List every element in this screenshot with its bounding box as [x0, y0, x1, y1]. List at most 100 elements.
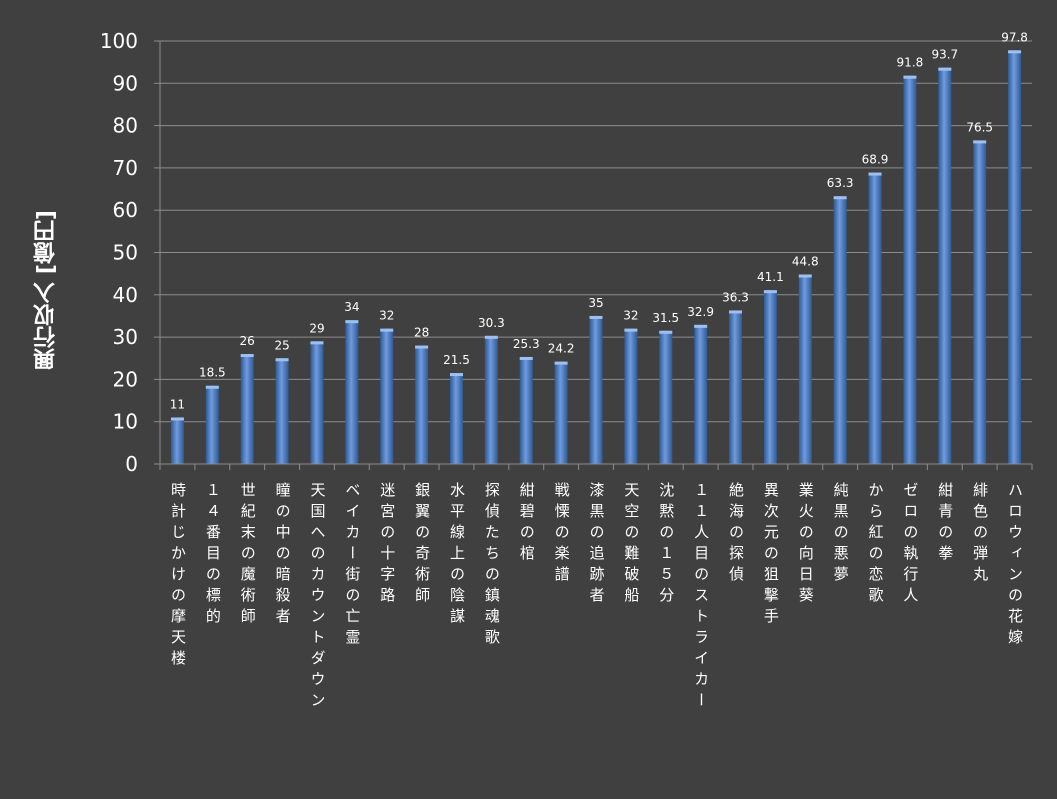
x-tick-label: 迷宮の十字路 [370, 482, 404, 608]
bar-top [205, 385, 219, 389]
bar [833, 196, 847, 464]
x-tick-label-text: 天国へのカウントダウン [308, 482, 327, 713]
bar-top [868, 172, 882, 176]
x-tick-label-text: 絶海の探偵 [727, 482, 746, 587]
y-tick-label: 20 [113, 367, 138, 391]
x-tick-label-text: ゼロの執行人 [901, 482, 920, 608]
x-tick-label: ゼロの執行人 [893, 482, 927, 608]
x-tick-label-text: ベイカー街の亡霊 [343, 482, 362, 650]
x-tick-label: 紺青の拳 [928, 482, 962, 566]
data-label: 35 [588, 296, 603, 310]
x-tick-label-text: ハロウィンの花嫁 [1006, 482, 1025, 650]
data-label: 32 [379, 309, 394, 323]
bar-top [833, 196, 847, 200]
data-label: 41.1 [757, 270, 784, 284]
y-tick-label: 0 [125, 452, 138, 476]
data-label: 36.3 [722, 290, 749, 304]
x-tick-label: 時計じかけの摩天楼 [160, 482, 194, 671]
bar [938, 67, 952, 465]
bar [903, 75, 917, 464]
x-tick-label: 探偵たちの鎮魂歌 [474, 482, 508, 650]
bar-top [694, 324, 708, 328]
bar-top [973, 140, 987, 144]
data-label: 44.8 [792, 254, 819, 268]
x-tick-label-text: から紅の恋歌 [866, 482, 885, 608]
data-label: 21.5 [443, 353, 470, 367]
x-tick-label-text: 迷宮の十字路 [378, 482, 397, 608]
x-tick-label-text: 探偵たちの鎮魂歌 [482, 482, 501, 650]
x-tick-label: １１人目のストライカー [684, 482, 718, 713]
x-tick-label: １４番目の標的 [195, 482, 229, 629]
x-tick-label-text: 業火の向日葵 [796, 482, 815, 608]
bar-top [903, 75, 917, 79]
x-tick-label-text: 時計じかけの摩天楼 [168, 482, 187, 671]
data-label: 63.3 [827, 176, 854, 190]
x-tick-label: 異次元の狙撃手 [753, 482, 787, 629]
x-tick-label: 天空の難破船 [614, 482, 648, 608]
data-label: 68.9 [862, 153, 889, 167]
y-tick-label: 60 [113, 198, 138, 222]
bar-top [763, 290, 777, 294]
data-label: 18.5 [199, 366, 226, 380]
bar [170, 417, 184, 464]
bar-top [415, 345, 429, 349]
bar-top [798, 274, 812, 278]
x-tick-label-text: 天空の難破船 [622, 482, 641, 608]
x-tick-label: 天国へのカウントダウン [300, 482, 334, 713]
x-tick-label-text: 純黒の悪夢 [831, 482, 850, 587]
bar-top [659, 330, 673, 334]
bar-top [519, 356, 533, 360]
bar [798, 274, 812, 464]
x-tick-label-text: 瞳の中の暗殺者 [273, 482, 292, 629]
x-tick-label-text: 紺碧の棺 [517, 482, 536, 566]
data-label: 29 [309, 321, 324, 335]
bar [729, 310, 743, 464]
bar [449, 373, 463, 464]
bar [310, 341, 324, 464]
y-tick-label: 70 [113, 156, 138, 180]
data-label: 31.5 [652, 311, 679, 325]
x-tick-label: 戦慄の楽譜 [544, 482, 578, 587]
bar-top [1008, 50, 1022, 54]
y-tick-label: 10 [113, 410, 138, 434]
bar [868, 172, 882, 465]
bar [240, 354, 254, 464]
x-tick-label: から紅の恋歌 [858, 482, 892, 608]
bar [694, 324, 708, 464]
x-tick-label-text: 水平線上の陰謀 [447, 482, 466, 629]
bar-top [589, 315, 603, 319]
data-label: 24.2 [548, 342, 575, 356]
data-label: 34 [344, 300, 359, 314]
x-tick-label: ベイカー街の亡霊 [335, 482, 369, 650]
bar [345, 320, 359, 464]
data-label: 32.9 [687, 305, 714, 319]
bar-top [554, 361, 568, 365]
data-label: 32 [623, 309, 638, 323]
y-tick-label: 30 [113, 325, 138, 349]
y-tick-label: 50 [113, 241, 138, 265]
bar [659, 330, 673, 464]
data-label: 76.5 [966, 120, 993, 134]
data-label: 28 [414, 326, 429, 340]
data-label: 25.3 [513, 337, 540, 351]
x-tick-label-text: 漆黒の追跡者 [587, 482, 606, 608]
bar-top [275, 358, 289, 362]
x-tick-label: 沈黙の１５分 [649, 482, 683, 608]
data-label: 26 [240, 334, 255, 348]
x-tick-label: 絶海の探偵 [719, 482, 753, 587]
bar-top [170, 417, 184, 421]
bar-top [938, 67, 952, 71]
x-tick-label-text: 世紀末の魔術師 [238, 482, 257, 629]
bar [205, 385, 219, 464]
data-label: 91.8 [897, 56, 924, 70]
y-tick-label: 90 [113, 71, 138, 95]
x-tick-label-text: 戦慄の楽譜 [552, 482, 571, 587]
bar-top [484, 335, 498, 339]
bar [589, 315, 603, 464]
bar-top [624, 328, 638, 332]
x-tick-label-text: 銀翼の奇術師 [413, 482, 432, 608]
x-tick-label: 漆黒の追跡者 [579, 482, 613, 608]
bar-top [345, 320, 359, 324]
x-tick-label: 紺碧の棺 [509, 482, 543, 566]
